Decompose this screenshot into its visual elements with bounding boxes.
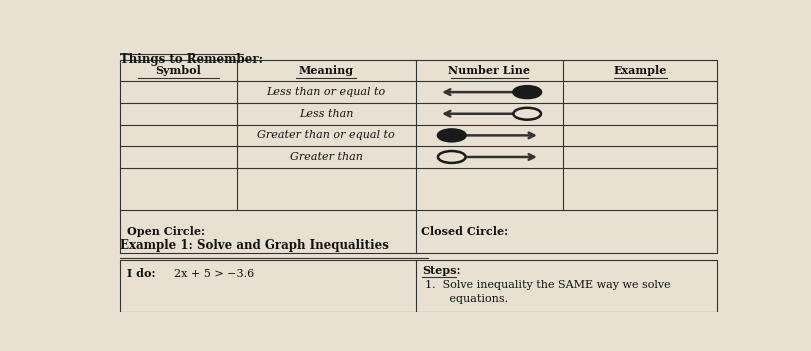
Circle shape: [513, 108, 541, 120]
Text: Less than or equal to: Less than or equal to: [267, 87, 386, 97]
Text: Greater than or equal to: Greater than or equal to: [257, 130, 395, 140]
Circle shape: [438, 130, 466, 141]
Text: I do:: I do:: [127, 269, 155, 279]
Text: Number Line: Number Line: [448, 65, 530, 76]
Circle shape: [438, 151, 466, 163]
Text: Closed Circle:: Closed Circle:: [421, 226, 508, 237]
Text: 1.  Solve inequality the SAME way we solve
       equations.: 1. Solve inequality the SAME way we solv…: [425, 280, 671, 304]
Text: Meaning: Meaning: [298, 65, 354, 76]
Text: Steps:: Steps:: [422, 265, 461, 276]
Text: 2x + 5 > −3.6: 2x + 5 > −3.6: [174, 269, 254, 279]
Text: Symbol: Symbol: [156, 65, 201, 76]
Text: Greater than: Greater than: [290, 152, 363, 162]
Text: Less than: Less than: [299, 109, 354, 119]
Text: Example: Example: [614, 65, 667, 76]
Circle shape: [513, 86, 541, 98]
Text: Things to Remember:: Things to Remember:: [120, 53, 264, 66]
Text: Open Circle:: Open Circle:: [127, 226, 204, 237]
Text: Example 1: Solve and Graph Inequalities: Example 1: Solve and Graph Inequalities: [120, 239, 389, 252]
